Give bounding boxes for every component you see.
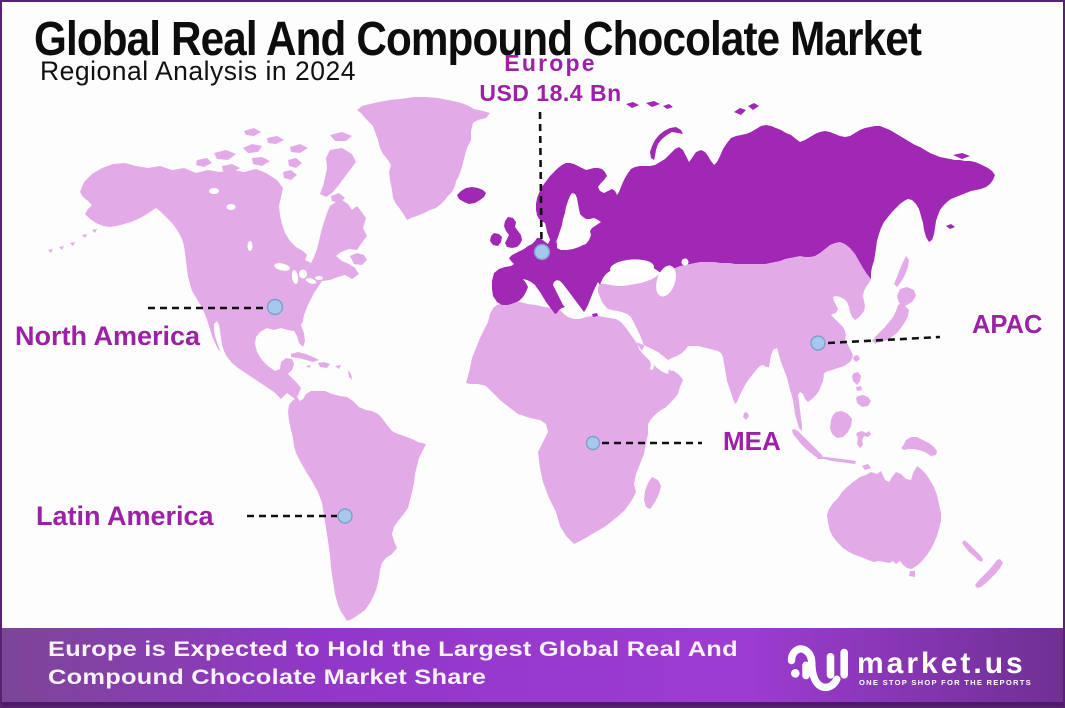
svg-text:ONE STOP SHOP FOR THE REPORTS: ONE STOP SHOP FOR THE REPORTS bbox=[859, 678, 1032, 687]
svg-text:market.us: market.us bbox=[857, 647, 1026, 680]
